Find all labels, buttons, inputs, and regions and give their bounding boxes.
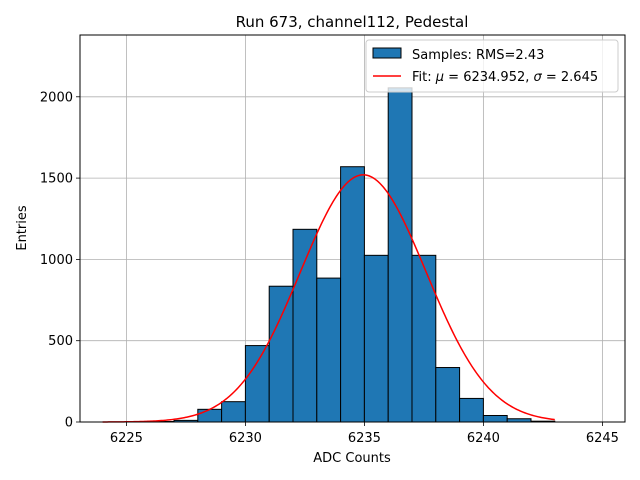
legend-fit-part: = 2.645 (542, 70, 598, 85)
histogram-bar (221, 401, 246, 423)
histogram-bar (411, 254, 437, 423)
x-axis-ticks: 6225 6230 6235 6240 6245 (110, 422, 619, 446)
x-tick-label: 6225 (110, 431, 143, 446)
histogram-bar (387, 87, 413, 423)
y-tick-label: 1500 (40, 172, 73, 187)
legend-fit-sigma-symbol: σ (534, 70, 543, 85)
x-axis-label: ADC Counts (313, 451, 391, 466)
histogram-bar (435, 367, 461, 423)
y-axis-label: Entries (15, 205, 30, 251)
y-tick-label: 2000 (40, 90, 73, 105)
x-tick-label: 6230 (229, 431, 262, 446)
plot-frame (79, 34, 626, 423)
legend-fit-label: Fit: μ = 6234.952, σ = 2.645 (412, 70, 598, 85)
histogram-bar (363, 254, 389, 423)
legend: Samples: RMS=2.43 Fit: μ = 6234.952, σ =… (365, 39, 619, 93)
histogram-bar (244, 345, 270, 423)
histogram-bars (149, 87, 556, 423)
chart-title: Run 673, channel112, Pedestal (236, 13, 469, 31)
histogram-bar (316, 277, 342, 423)
y-tick-label: 500 (48, 334, 73, 349)
histogram-bar (268, 285, 294, 423)
histogram-bar (482, 414, 508, 423)
x-tick-label: 6235 (348, 431, 381, 446)
legend-histogram-swatch (372, 47, 402, 59)
histogram-bar (459, 397, 484, 423)
histogram-bar (197, 408, 223, 423)
histogram-bar (340, 166, 365, 423)
x-tick-label: 6240 (467, 431, 500, 446)
y-axis-ticks: 0 500 1000 1500 2000 (40, 90, 80, 431)
fit-curve (102, 174, 555, 423)
legend-fit-mu-symbol: μ (435, 70, 444, 85)
legend-histogram-label: Samples: RMS=2.43 (412, 48, 544, 63)
legend-fit-part: Fit: (412, 70, 436, 85)
y-tick-label: 1000 (40, 253, 73, 268)
legend-fit-part: = 6234.952, (444, 70, 533, 85)
y-tick-label: 0 (65, 416, 73, 431)
histogram-bar (292, 228, 318, 423)
legend-box (365, 39, 619, 93)
x-tick-label: 6245 (586, 431, 619, 446)
